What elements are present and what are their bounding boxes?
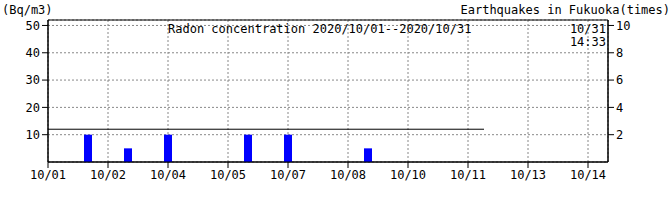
html-text:Earthquakes in Fukuoka(times): Earthquakes in Fukuoka(times) xyxy=(460,3,670,17)
html-text:14:33: 14:33 xyxy=(569,35,606,49)
svg-text:10/04: 10/04 xyxy=(150,168,186,182)
svg-text:40: 40 xyxy=(26,46,40,60)
html-text:Radon concentration 2020/10/01: Radon concentration 2020/10/01--2020/10/… xyxy=(168,22,472,36)
svg-text:10/07: 10/07 xyxy=(270,168,306,182)
svg-text:10/02: 10/02 xyxy=(90,168,126,182)
svg-text:10/11: 10/11 xyxy=(450,168,486,182)
svg-text:50: 50 xyxy=(26,19,40,33)
svg-text:10: 10 xyxy=(616,19,630,33)
svg-text:8: 8 xyxy=(616,46,623,60)
svg-text:30: 30 xyxy=(26,73,40,87)
svg-text:2: 2 xyxy=(616,128,623,142)
html-text:(Bq/m3): (Bq/m3) xyxy=(2,3,53,17)
svg-text:4: 4 xyxy=(616,101,623,115)
svg-text:10/13: 10/13 xyxy=(510,168,546,182)
svg-text:6: 6 xyxy=(616,73,623,87)
html-text:10/31: 10/31 xyxy=(569,22,606,36)
svg-text:10/10: 10/10 xyxy=(390,168,426,182)
svg-text:10/14: 10/14 xyxy=(570,168,606,182)
svg-text:10: 10 xyxy=(26,128,40,142)
svg-text:20: 20 xyxy=(26,101,40,115)
svg-text:10/08: 10/08 xyxy=(330,168,366,182)
svg-text:10/01: 10/01 xyxy=(30,168,66,182)
svg-text:10/05: 10/05 xyxy=(210,168,246,182)
